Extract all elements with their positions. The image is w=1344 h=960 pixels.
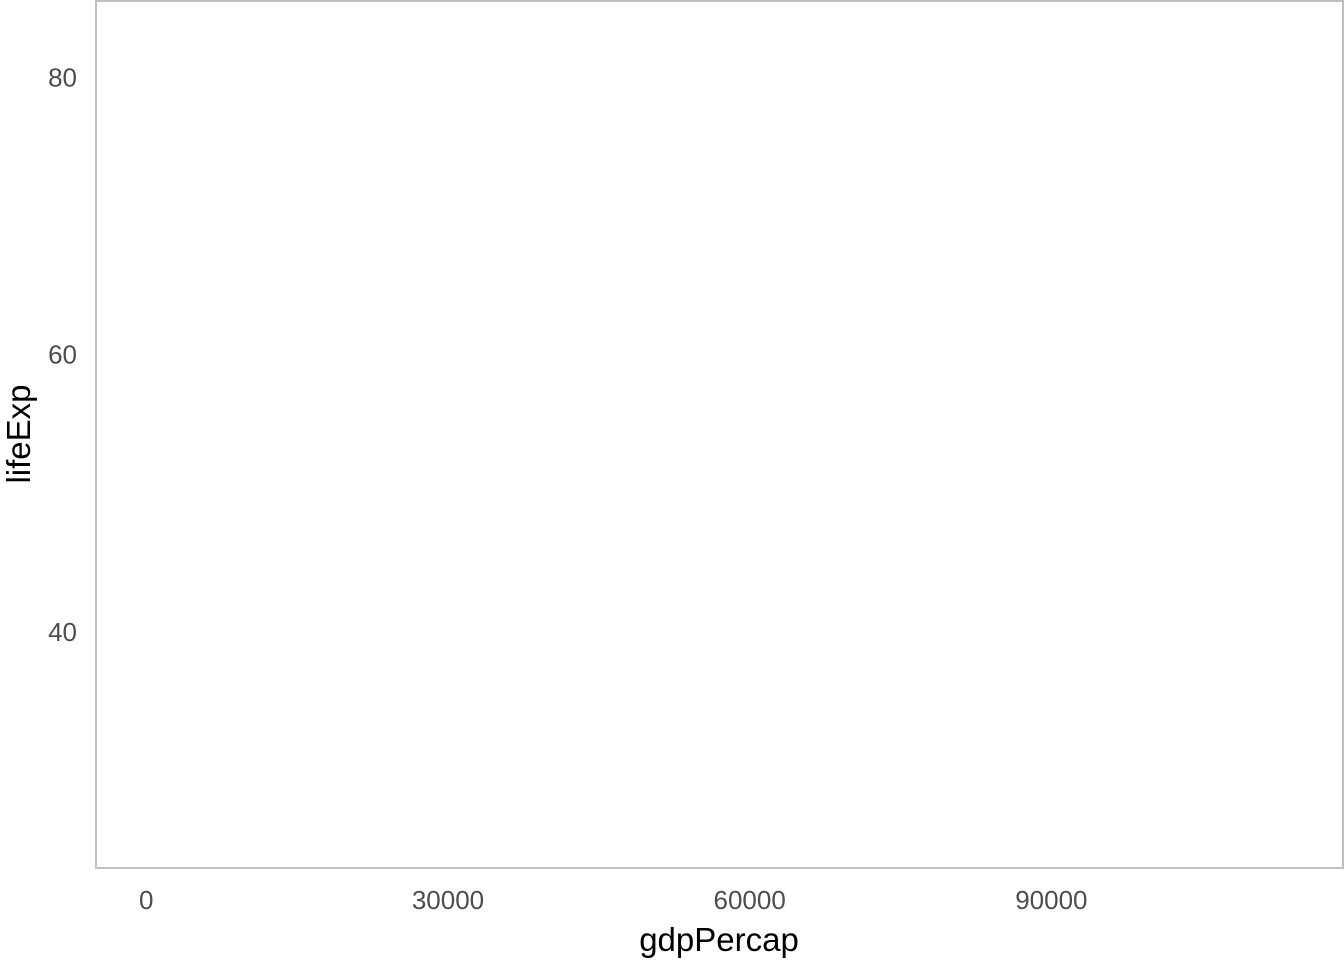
y-tick-label: 60 xyxy=(48,340,77,370)
x-tick-label: 30000 xyxy=(412,885,484,915)
y-tick-label: 80 xyxy=(48,62,77,92)
y-axis-ticks: 40 60 80 xyxy=(48,62,77,647)
x-tick-label: 60000 xyxy=(714,885,786,915)
x-tick-label: 90000 xyxy=(1015,885,1087,915)
x-axis-ticks: 0 30000 60000 90000 xyxy=(139,885,1087,915)
x-axis-title: gdpPercap xyxy=(639,921,799,958)
panel-border xyxy=(95,0,1344,869)
y-axis-title: lifeExp xyxy=(0,384,37,483)
x-tick-label: 0 xyxy=(139,885,153,915)
y-tick-label: 40 xyxy=(48,617,77,647)
